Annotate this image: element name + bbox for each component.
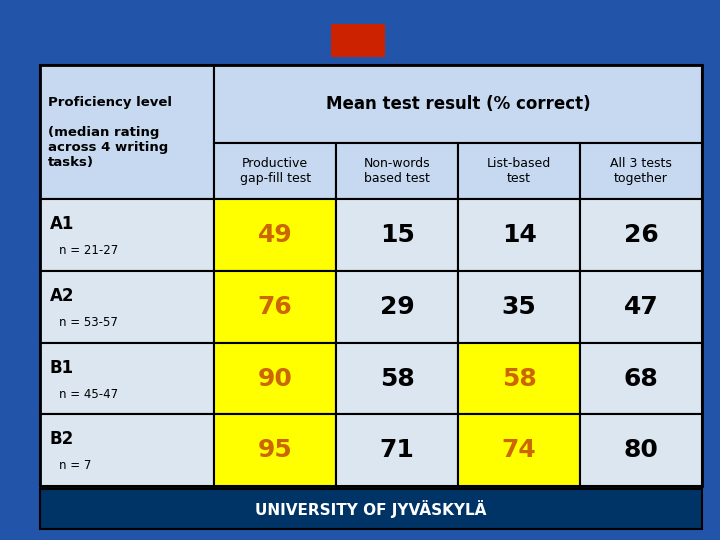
Text: 29: 29	[379, 295, 415, 319]
FancyBboxPatch shape	[458, 199, 580, 271]
FancyBboxPatch shape	[458, 414, 580, 486]
FancyBboxPatch shape	[215, 199, 336, 271]
Text: Productive
gap-fill test: Productive gap-fill test	[240, 157, 311, 185]
FancyBboxPatch shape	[336, 414, 458, 486]
Text: B2: B2	[50, 430, 73, 448]
Text: A1: A1	[50, 215, 74, 233]
Text: List-based
test: List-based test	[487, 157, 552, 185]
Text: 58: 58	[502, 367, 536, 390]
FancyBboxPatch shape	[336, 271, 458, 343]
Text: UNIVERSITY OF JYVÄSKYLÄ: UNIVERSITY OF JYVÄSKYLÄ	[255, 500, 487, 518]
Text: Non-words
based test: Non-words based test	[364, 157, 431, 185]
FancyBboxPatch shape	[458, 343, 580, 414]
FancyBboxPatch shape	[40, 271, 215, 343]
FancyBboxPatch shape	[580, 199, 702, 271]
Text: 68: 68	[624, 367, 658, 390]
Text: 76: 76	[258, 295, 292, 319]
FancyBboxPatch shape	[40, 199, 215, 271]
FancyBboxPatch shape	[215, 271, 336, 343]
FancyBboxPatch shape	[40, 65, 215, 199]
FancyBboxPatch shape	[40, 489, 702, 529]
FancyBboxPatch shape	[40, 414, 215, 486]
Text: n = 53-57: n = 53-57	[60, 316, 118, 329]
FancyBboxPatch shape	[336, 143, 458, 199]
FancyBboxPatch shape	[580, 271, 702, 343]
FancyBboxPatch shape	[336, 199, 458, 271]
Text: 26: 26	[624, 223, 658, 247]
Text: 95: 95	[258, 438, 292, 462]
Text: 80: 80	[624, 438, 659, 462]
FancyBboxPatch shape	[580, 414, 702, 486]
Text: 74: 74	[502, 438, 536, 462]
Text: 15: 15	[379, 223, 415, 247]
Text: B1: B1	[50, 359, 73, 377]
FancyBboxPatch shape	[215, 65, 702, 143]
FancyBboxPatch shape	[580, 143, 702, 199]
Text: Proficiency level

(median rating
across 4 writing
tasks): Proficiency level (median rating across …	[48, 96, 171, 168]
FancyBboxPatch shape	[458, 143, 580, 199]
Text: 47: 47	[624, 295, 658, 319]
Text: 49: 49	[258, 223, 292, 247]
Text: 14: 14	[502, 223, 536, 247]
Text: Mean test result (% correct): Mean test result (% correct)	[326, 95, 590, 113]
Text: A2: A2	[50, 287, 74, 305]
FancyBboxPatch shape	[331, 24, 385, 57]
FancyBboxPatch shape	[40, 343, 215, 414]
Text: All 3 tests
together: All 3 tests together	[610, 157, 672, 185]
Text: 35: 35	[502, 295, 536, 319]
Text: 71: 71	[379, 438, 415, 462]
FancyBboxPatch shape	[215, 143, 336, 199]
FancyBboxPatch shape	[580, 343, 702, 414]
Text: n = 45-47: n = 45-47	[60, 388, 119, 401]
Text: 58: 58	[379, 367, 415, 390]
Text: n = 21-27: n = 21-27	[60, 245, 119, 258]
Text: 90: 90	[258, 367, 292, 390]
FancyBboxPatch shape	[458, 271, 580, 343]
FancyBboxPatch shape	[336, 343, 458, 414]
Text: n = 7: n = 7	[60, 460, 92, 472]
FancyBboxPatch shape	[215, 343, 336, 414]
FancyBboxPatch shape	[215, 414, 336, 486]
